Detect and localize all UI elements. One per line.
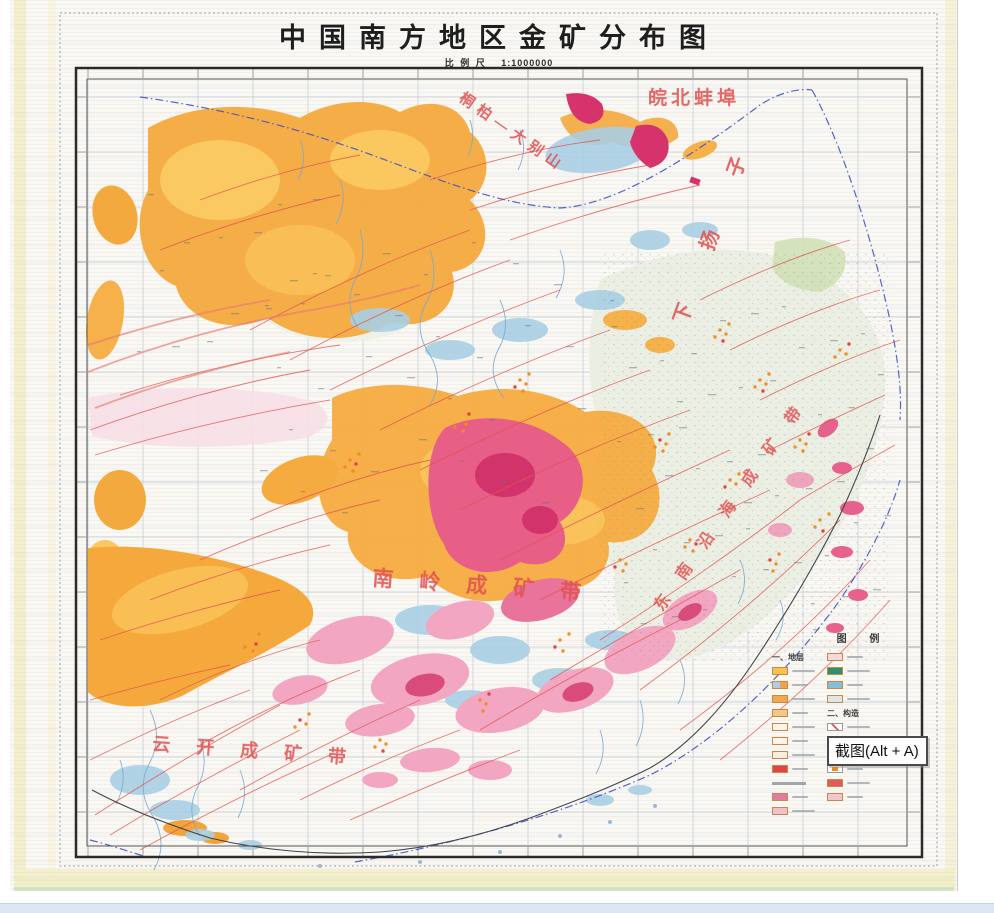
label-wanbei-bengbu: 皖北蚌埠 bbox=[648, 86, 740, 109]
page-edge-left bbox=[14, 0, 26, 891]
legend-label-illegible bbox=[847, 684, 863, 686]
legend-label-illegible bbox=[792, 726, 815, 728]
map-title: 中国南方地区金矿分布图 bbox=[279, 23, 719, 53]
legend-item bbox=[772, 692, 815, 706]
legend-label-illegible bbox=[792, 670, 815, 672]
legend-swatch bbox=[827, 779, 843, 787]
legend-label-illegible bbox=[792, 712, 808, 714]
legend-swatch bbox=[772, 709, 788, 717]
legend-label-illegible bbox=[847, 796, 863, 798]
legend-label-illegible bbox=[847, 782, 870, 784]
page-edge-left-inner bbox=[48, 0, 56, 891]
legend-label-illegible bbox=[792, 796, 808, 798]
legend-label-illegible bbox=[847, 670, 870, 672]
boundary-dashdot-lines bbox=[89, 88, 902, 863]
legend-label-illegible bbox=[792, 684, 808, 686]
legend-swatch bbox=[827, 667, 843, 675]
legend-item bbox=[827, 650, 870, 664]
legend-swatch bbox=[772, 793, 788, 801]
legend-item bbox=[827, 692, 870, 706]
legend-item bbox=[772, 706, 815, 720]
fault-lines bbox=[87, 139, 901, 851]
legend-swatch bbox=[772, 765, 788, 773]
legend-item bbox=[772, 734, 815, 748]
page-edge-bottom bbox=[14, 869, 954, 891]
legend-label-illegible bbox=[847, 726, 870, 728]
legend-item bbox=[827, 720, 870, 734]
legend-item bbox=[827, 678, 870, 692]
dotted-page-border bbox=[59, 12, 938, 867]
page-edge-right bbox=[945, 0, 956, 891]
legend-swatch bbox=[772, 695, 788, 703]
legend-section-header bbox=[772, 776, 815, 790]
geology-blue-patches bbox=[110, 126, 718, 850]
legend-swatch bbox=[827, 681, 843, 689]
scale-value: 1:1000000 bbox=[501, 58, 554, 68]
label-yunkai-belt: 云开成矿带 bbox=[152, 733, 373, 769]
legend-column-left: 一、地层 bbox=[772, 650, 815, 818]
legend-swatch bbox=[827, 695, 843, 703]
page-edge-green-line bbox=[14, 887, 954, 891]
legend-swatch bbox=[772, 807, 788, 815]
legend-title: 图 例 bbox=[836, 634, 890, 645]
legend-label-illegible bbox=[792, 740, 808, 742]
mineral-occurrence-dots bbox=[243, 322, 851, 753]
legend-label-illegible bbox=[792, 810, 815, 812]
legend-swatch bbox=[827, 793, 843, 801]
legend-section-header: 二、构造 bbox=[827, 706, 870, 720]
legend-swatch bbox=[772, 751, 788, 759]
legend-label-illegible bbox=[792, 698, 815, 700]
tiny-placename-marks bbox=[137, 194, 891, 631]
legend-section-label: 二、构造 bbox=[827, 708, 859, 718]
rivers bbox=[115, 119, 784, 871]
legend-label-illegible bbox=[847, 656, 863, 658]
legend-swatch bbox=[827, 723, 843, 731]
legend-swatch bbox=[772, 667, 788, 675]
legend-item bbox=[772, 804, 815, 818]
legend-item bbox=[772, 762, 815, 776]
legend-swatch bbox=[772, 737, 788, 745]
window-bottom-strip bbox=[0, 903, 994, 913]
legend-swatch bbox=[772, 681, 788, 689]
granite-texture bbox=[600, 250, 890, 660]
legend-swatch bbox=[827, 653, 843, 661]
screenshot-tooltip: 截图(Alt + A) bbox=[827, 736, 928, 766]
legend-label-illegible bbox=[847, 698, 870, 700]
scale-label: 比 例 尺 bbox=[444, 58, 487, 68]
legend-section-header: 一、地层 bbox=[772, 650, 815, 664]
legend-section-label-illegible bbox=[772, 781, 806, 785]
legend-item bbox=[772, 748, 815, 762]
legend-item bbox=[772, 720, 815, 734]
legend-item bbox=[827, 664, 870, 678]
legend-label-illegible bbox=[792, 768, 808, 770]
legend-item bbox=[772, 790, 815, 804]
legend-column-right: 二、构造三、矿产 bbox=[827, 650, 870, 818]
legend-section-label: 一、地层 bbox=[772, 652, 804, 662]
geology-pink-regions bbox=[272, 93, 868, 788]
coastline bbox=[91, 414, 881, 868]
legend-item bbox=[827, 790, 870, 804]
legend-item bbox=[827, 776, 870, 790]
legend-swatch bbox=[827, 765, 843, 773]
legend-label-illegible bbox=[847, 768, 863, 770]
legend-item bbox=[772, 678, 815, 692]
legend-item bbox=[772, 664, 815, 678]
map-legend: 图 例 一、地层 二、构造三、矿产 bbox=[772, 630, 944, 815]
map-scale: 比 例 尺 1:1000000 bbox=[76, 56, 922, 69]
legend-label-illegible bbox=[792, 754, 815, 756]
map-frame bbox=[74, 66, 924, 859]
legend-swatch bbox=[772, 723, 788, 731]
screenshot-tooltip-text: 截图(Alt + A) bbox=[835, 743, 919, 760]
